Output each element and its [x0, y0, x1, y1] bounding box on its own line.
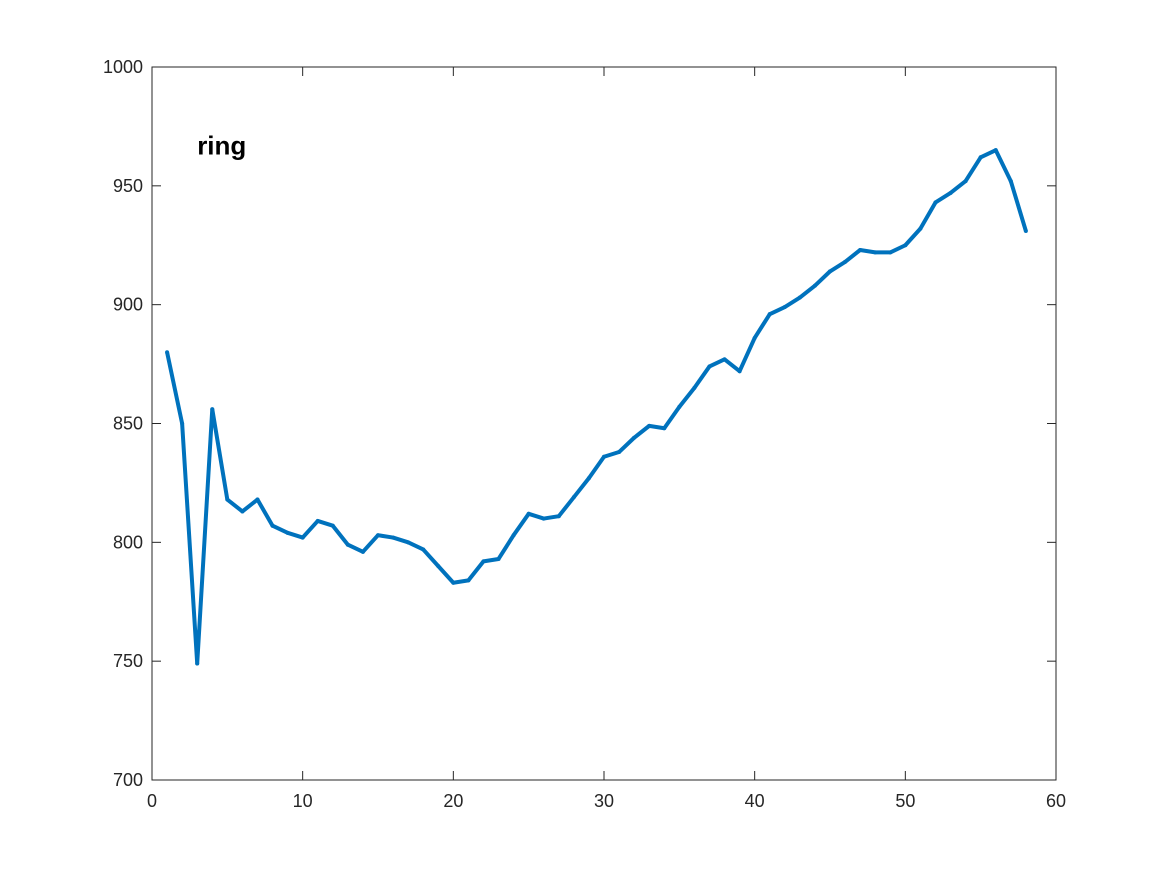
x-tick-label: 10 — [293, 791, 313, 811]
data-point — [466, 578, 471, 583]
data-point — [873, 250, 878, 255]
y-tick-label: 950 — [113, 176, 143, 196]
data-point — [782, 305, 787, 310]
data-point — [421, 547, 426, 552]
x-axis: 0 10 20 30 40 50 60 — [147, 67, 1066, 811]
data-point — [978, 155, 983, 160]
data-point — [647, 423, 652, 428]
data-point — [180, 421, 185, 426]
data-point — [240, 509, 245, 514]
data-point — [858, 248, 863, 252]
plot-area — [152, 67, 1056, 780]
data-point — [617, 450, 622, 455]
x-tick-label: 40 — [745, 791, 765, 811]
data-point — [391, 535, 396, 540]
data-point — [797, 295, 802, 300]
data-point — [1023, 228, 1028, 233]
data-point — [481, 559, 486, 564]
data-point — [571, 495, 576, 500]
x-tick-label: 60 — [1046, 791, 1066, 811]
data-point — [918, 226, 923, 231]
data-point — [586, 476, 591, 481]
data-point — [677, 404, 682, 409]
data-point — [285, 530, 290, 535]
data-point — [210, 407, 215, 412]
data-point — [903, 243, 908, 248]
data-point — [436, 564, 441, 569]
data-point — [692, 385, 697, 390]
data-point — [752, 335, 757, 340]
y-axis: 700 750 800 850 900 950 1000 — [103, 57, 1056, 790]
x-tick-label: 50 — [895, 791, 915, 811]
data-point — [526, 511, 531, 516]
data-point — [828, 269, 832, 274]
data-point — [300, 535, 305, 540]
data-point — [662, 426, 667, 431]
data-point — [270, 523, 275, 528]
x-tick-label: 30 — [594, 791, 614, 811]
data-point — [812, 283, 817, 288]
plot-frame — [151, 66, 1057, 781]
data-point — [451, 580, 456, 585]
data-point — [195, 661, 200, 666]
data-point — [948, 190, 953, 195]
data-point — [225, 497, 230, 502]
data-point — [843, 259, 848, 264]
y-tick-label: 900 — [113, 295, 143, 315]
y-tick-label: 800 — [113, 532, 143, 552]
data-point — [315, 518, 320, 523]
series-line — [165, 148, 1028, 666]
data-point — [888, 250, 893, 255]
data-point — [722, 357, 727, 362]
data-point — [511, 533, 516, 538]
series-layer — [165, 148, 1028, 666]
data-point — [767, 312, 772, 317]
y-tick-label: 850 — [113, 414, 143, 434]
y-tick-label: 700 — [113, 770, 143, 790]
data-point — [737, 369, 742, 374]
data-point — [376, 533, 380, 538]
y-tick-label: 750 — [113, 651, 143, 671]
data-point — [360, 549, 365, 554]
x-tick-label: 20 — [443, 791, 463, 811]
data-point — [165, 350, 170, 355]
data-point — [496, 556, 501, 561]
data-point — [330, 523, 335, 528]
data-point — [406, 540, 411, 545]
data-point — [1008, 179, 1013, 184]
x-tick-label: 0 — [147, 791, 157, 811]
annotation-label: ring — [197, 130, 246, 160]
data-point — [602, 454, 606, 459]
data-point — [707, 364, 712, 369]
data-point — [632, 435, 637, 440]
data-point — [963, 179, 968, 184]
y-tick-label: 1000 — [103, 57, 143, 77]
data-point — [345, 542, 350, 547]
data-point — [933, 200, 938, 205]
data-point — [541, 516, 546, 521]
data-point — [556, 514, 561, 519]
data-point — [255, 497, 260, 502]
data-point — [993, 148, 998, 153]
